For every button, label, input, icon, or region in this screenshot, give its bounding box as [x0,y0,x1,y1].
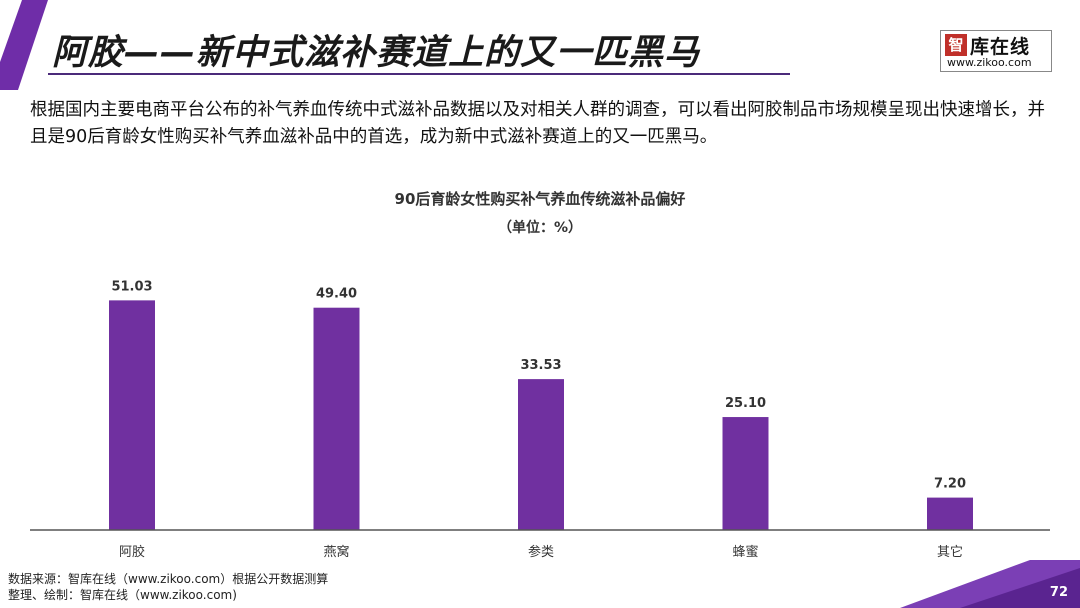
bar-value-label: 49.40 [316,287,357,302]
bar-chart: 90后育龄女性购买补气养血传统滋补品偏好 （单位：%） 51.03 阿胶 49.40… [30,190,1050,560]
category-label: 阿胶 [119,544,145,560]
slide-title: 阿胶——新中式滋补赛道上的又一匹黑马 [52,33,701,73]
bar-1 [109,300,155,530]
logo-name: 库在线 [970,36,1031,58]
page-number: 72 [1049,585,1068,600]
bar-3 [518,379,564,530]
corner-stripe-top [0,0,48,90]
bar-value-label: 7.20 [934,477,966,492]
source-note: 数据来源：智库在线（www.zikoo.com）根据公开数据测算 整理、绘制：智… [8,571,328,603]
logo-mark: 智 [945,34,967,56]
brand-logo: 智 库在线 www.zikoo.com [940,30,1052,72]
corner-stripe-bottom [900,560,1080,608]
category-label: 燕窝 [323,544,349,560]
category-label: 蜂蜜 [732,545,758,560]
logo-url: www.zikoo.com [947,56,1032,69]
chart-subtitle: （单位：%） [498,219,582,236]
chart-title: 90后育龄女性购买补气养血传统滋补品偏好 [395,190,686,208]
bar-4 [722,417,769,530]
category-label: 其它 [937,544,963,560]
title-underline [48,73,790,75]
bar-series: 51.03 阿胶 49.40 燕窝 33.53 参类 25.10 蜂蜜 7.20 其它 [109,279,973,560]
bar-value-label: 51.03 [111,279,152,294]
bar-5 [927,497,973,530]
category-label: 参类 [528,544,554,560]
intro-paragraph: 根据国内主要电商平台公布的补气养血传统中式滋补品数据以及对相关人群的调查，可以看… [30,100,1045,147]
compiled-line: 整理、绘制：智库在线（www.zikoo.com) [8,588,237,602]
source-line: 数据来源：智库在线（www.zikoo.com）根据公开数据测算 [8,572,329,586]
bar-value-label: 25.10 [725,396,766,411]
bar-value-label: 33.53 [520,358,561,373]
bar-2 [313,307,360,530]
